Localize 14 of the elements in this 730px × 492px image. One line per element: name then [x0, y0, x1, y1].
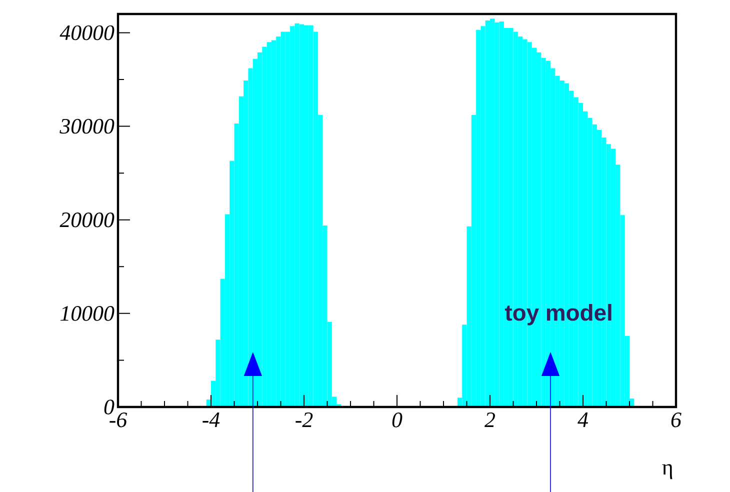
x-tick-label: 0	[392, 412, 402, 428]
x-tick-label: -2	[296, 412, 313, 428]
y-tick-label: 10000	[60, 306, 114, 321]
annotation: toy model	[504, 304, 612, 326]
y-tick-label: 40000	[60, 25, 114, 40]
x-tick-label: 2	[484, 412, 496, 428]
x-axis-title: η	[662, 464, 672, 480]
y-tick-label: 20000	[60, 212, 114, 228]
y-tick-label: 0	[104, 400, 114, 414]
x-tick-label: -4	[202, 412, 220, 427]
x-tick-label: 6	[671, 412, 682, 428]
y-tick-label: 30000	[60, 118, 114, 134]
x-tick-label: -6	[110, 412, 128, 428]
x-tick-label: 4	[578, 412, 588, 427]
